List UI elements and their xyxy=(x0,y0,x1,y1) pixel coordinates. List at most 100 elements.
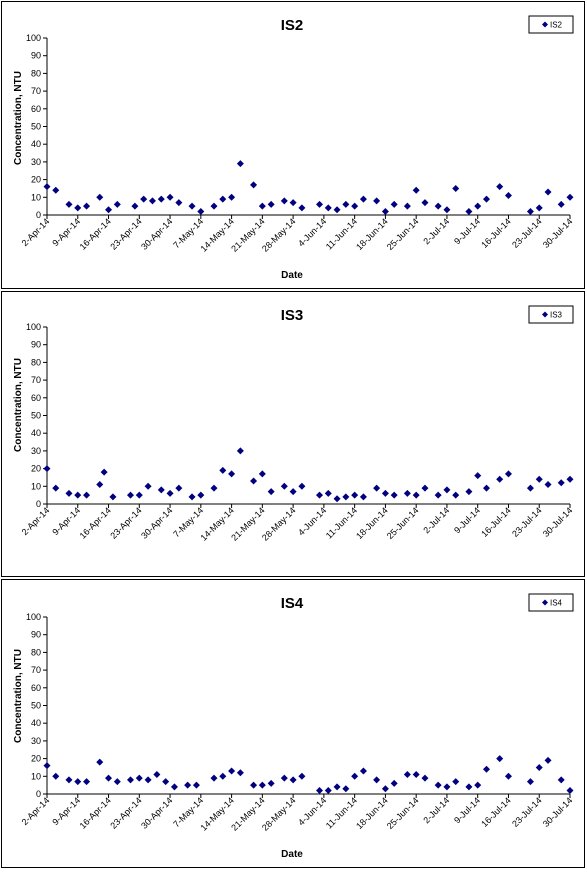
legend-box xyxy=(528,305,574,324)
data-point xyxy=(403,489,411,497)
data-point xyxy=(324,489,332,497)
y-tick-label: 40 xyxy=(31,718,41,728)
y-tick-label: 100 xyxy=(26,322,41,332)
y-tick-label: 20 xyxy=(31,464,41,474)
legend: IS3 xyxy=(528,305,574,324)
x-tick-label: 25-Jun-14 xyxy=(385,505,421,541)
data-point xyxy=(298,204,306,212)
data-point xyxy=(465,488,473,496)
y-tick-label: 60 xyxy=(31,393,41,403)
data-point xyxy=(153,771,161,779)
y-tick-label: 0 xyxy=(36,499,41,509)
data-point xyxy=(351,491,359,499)
y-tick-label: 80 xyxy=(31,647,41,657)
data-point xyxy=(105,774,113,782)
data-point xyxy=(192,781,200,789)
data-point xyxy=(526,484,534,492)
data-point xyxy=(390,779,398,787)
data-point xyxy=(43,762,51,770)
y-tick-label: 90 xyxy=(31,340,41,350)
x-tick-label: 18-Jun-14 xyxy=(354,795,390,831)
data-point xyxy=(504,192,512,200)
x-tick-label: 16-Jul-14 xyxy=(479,795,513,829)
data-point xyxy=(219,772,227,780)
data-point xyxy=(74,778,82,786)
data-point xyxy=(210,484,218,492)
data-point xyxy=(236,160,244,168)
data-point xyxy=(443,206,451,214)
data-point xyxy=(197,207,205,215)
y-tick-label: 30 xyxy=(31,157,41,167)
data-point xyxy=(566,475,574,483)
y-tick-label: 90 xyxy=(31,630,41,640)
data-point xyxy=(452,491,460,499)
data-point xyxy=(496,755,504,763)
x-tick-label: 16-Apr-14 xyxy=(78,216,113,251)
data-point xyxy=(280,482,288,490)
x-tick-label: 9-Apr-14 xyxy=(50,505,82,537)
x-tick-label: 25-Jun-14 xyxy=(385,795,421,831)
data-point xyxy=(443,783,451,791)
data-point xyxy=(544,481,552,489)
x-tick-label: 23-Jul-14 xyxy=(510,505,544,539)
data-point xyxy=(96,481,104,489)
data-point xyxy=(109,493,117,501)
y-tick-label: 10 xyxy=(31,771,41,781)
y-tick-label: 50 xyxy=(31,122,41,132)
data-point xyxy=(144,776,152,784)
x-tick-label: 30-Apr-14 xyxy=(139,795,174,830)
y-tick-label: 20 xyxy=(31,175,41,185)
data-point xyxy=(443,486,451,494)
y-tick-label: 10 xyxy=(31,481,41,491)
data-point xyxy=(175,199,183,207)
data-point xyxy=(135,774,143,782)
legend-label: IS2 xyxy=(550,21,563,30)
data-point xyxy=(289,776,297,784)
data-point xyxy=(504,470,512,478)
data-point xyxy=(359,195,367,203)
data-point xyxy=(403,771,411,779)
data-point xyxy=(166,193,174,201)
data-point xyxy=(131,202,139,210)
y-tick-label: 0 xyxy=(36,789,41,799)
chart-title: IS2 xyxy=(281,17,304,34)
data-point xyxy=(482,484,490,492)
chart-svg-is3: IS3 Concentration, NTU IS3 0 10 20 30 40 50 60… xyxy=(13,305,574,543)
data-point xyxy=(315,786,323,794)
legend-label: IS4 xyxy=(550,599,563,608)
y-tick-label: 10 xyxy=(31,192,41,202)
y-tick-label: 70 xyxy=(31,375,41,385)
x-tick-label: 2-Jul-14 xyxy=(421,795,451,825)
data-point xyxy=(526,778,534,786)
data-point xyxy=(315,491,323,499)
y-tick-label: 100 xyxy=(26,612,41,622)
data-point xyxy=(342,200,350,208)
data-point xyxy=(96,193,104,201)
data-point xyxy=(236,769,244,777)
legend-box xyxy=(528,593,574,612)
data-point xyxy=(373,197,381,205)
data-point xyxy=(148,197,156,205)
legend: IS2 xyxy=(528,15,574,34)
y-axis-label: Concentration, NTU xyxy=(13,649,24,743)
data-point xyxy=(166,489,174,497)
data-point xyxy=(535,204,543,212)
data-point xyxy=(140,195,148,203)
y-tick-label: 80 xyxy=(31,357,41,367)
data-point xyxy=(412,771,420,779)
data-point xyxy=(324,786,332,794)
y-tick-label: 70 xyxy=(31,86,41,96)
data-point xyxy=(258,781,266,789)
x-tick-label: 30-Apr-14 xyxy=(139,216,174,251)
x-tick-label: 16-Apr-14 xyxy=(78,505,113,540)
data-point xyxy=(535,475,543,483)
data-point xyxy=(566,786,574,794)
data-point xyxy=(65,776,73,784)
data-point xyxy=(315,200,323,208)
y-tick-label: 90 xyxy=(31,51,41,61)
data-point xyxy=(434,781,442,789)
x-tick-label: 30-Jul-14 xyxy=(541,216,575,250)
x-tick-label: 11-Jun-14 xyxy=(324,795,359,830)
data-point xyxy=(359,493,367,501)
x-tick-label: 23-Apr-14 xyxy=(108,505,143,540)
